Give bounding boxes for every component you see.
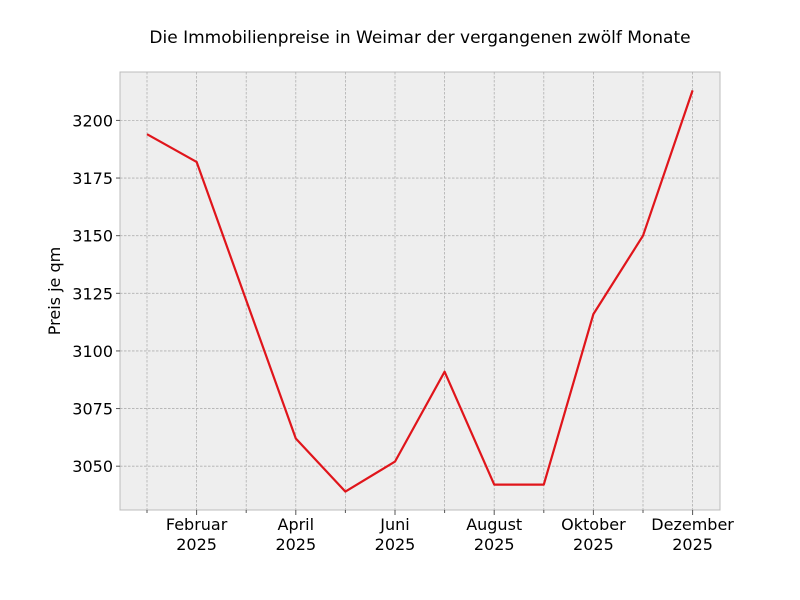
y-axis-label: Preis je qm	[45, 247, 64, 335]
plot-area	[119, 71, 721, 511]
series-line	[146, 90, 694, 493]
y-tick-label: 3175	[72, 169, 113, 188]
x-axis: Februar 2025 April 2025 Juni 2025 August 2025 Ok…	[146, 510, 734, 554]
x-tick-label: Oktober 2025	[561, 515, 626, 554]
y-tick-label: 3100	[72, 342, 113, 361]
x-tick-label: April 2025	[275, 515, 316, 554]
x-tick-label: Juni 2025	[375, 515, 416, 554]
y-tick-label: 3075	[72, 400, 113, 419]
x-tick-label: Dezember 2025	[651, 515, 734, 554]
x-tick-label: Februar 2025	[166, 515, 228, 554]
series-layer	[146, 90, 694, 493]
y-axis: 3050 3075 3100 3125 3150 3175 3200	[72, 111, 120, 476]
chart-title: Die Immobilienpreise in Weimar der verga…	[149, 28, 690, 48]
y-tick-label: 3150	[72, 227, 113, 246]
y-tick-label: 3125	[72, 284, 113, 303]
y-tick-label: 3200	[72, 111, 113, 130]
x-tick-label: August 2025	[466, 515, 522, 554]
y-tick-label: 3050	[72, 457, 113, 476]
